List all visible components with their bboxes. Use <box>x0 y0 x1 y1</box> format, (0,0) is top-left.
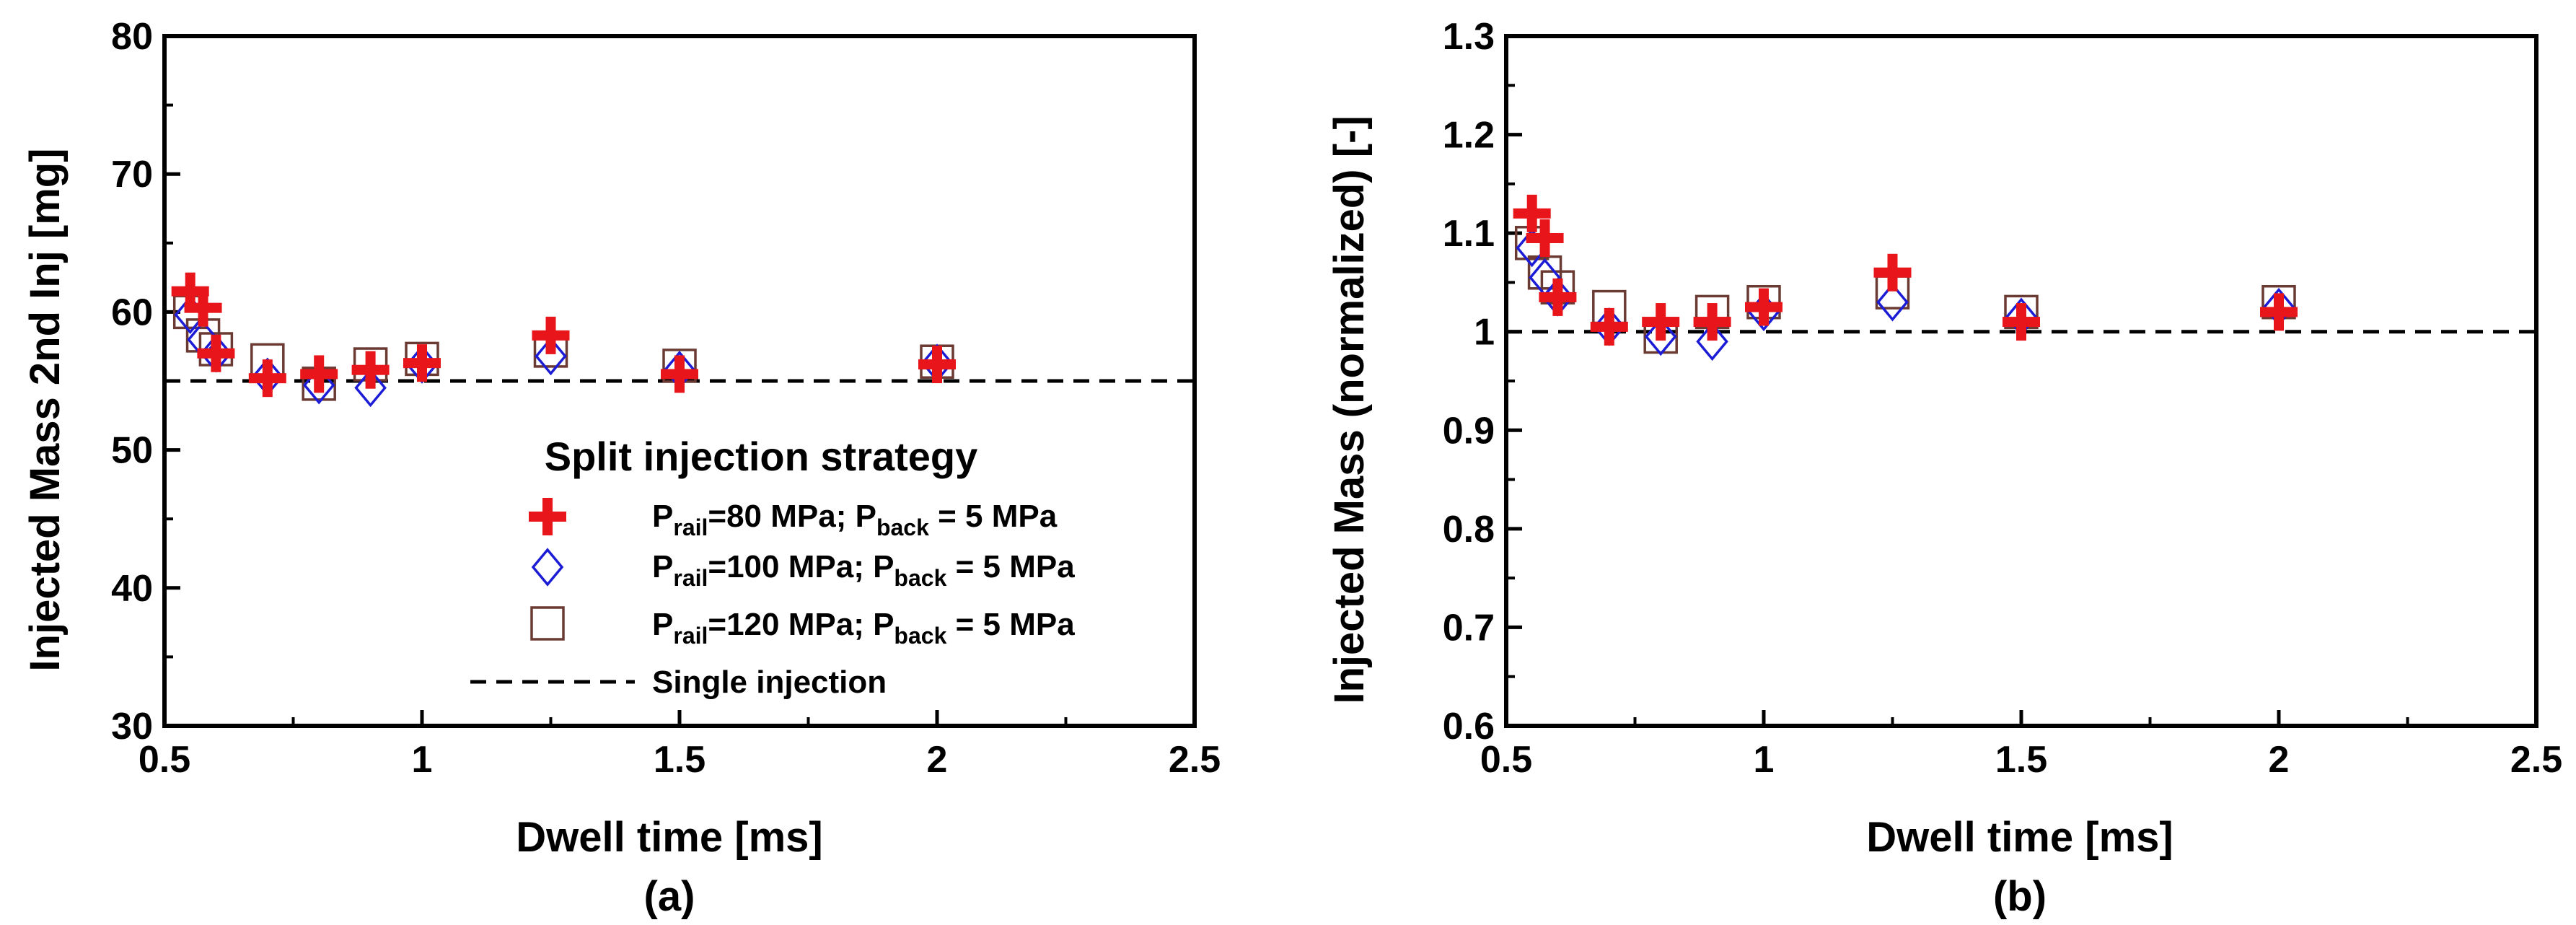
legend-diamond-marker <box>531 548 564 587</box>
marker-plus-80mpa <box>532 316 570 354</box>
data-marks-b <box>1513 194 2298 361</box>
legend-label-single: Single injection <box>652 665 887 700</box>
x-tick-label: 1 <box>412 739 433 781</box>
marker-plus-80mpa <box>1539 278 1577 316</box>
marker-plus-80mpa <box>1745 288 1782 326</box>
y-tick-label: 50 <box>111 430 153 472</box>
marker-diamond-100mpa <box>1876 283 1909 322</box>
marker-plus-80mpa <box>351 351 390 389</box>
x-axis-title-a: Dwell time [ms] <box>516 814 822 861</box>
marker-plus-80mpa <box>918 346 956 384</box>
y-tick-label: 1.2 <box>1443 115 1495 157</box>
y-tick-label: 1.3 <box>1443 16 1495 58</box>
x-tick-label: 0.5 <box>139 739 190 781</box>
marker-diamond-100mpa <box>1644 317 1677 356</box>
x-tick-label: 2 <box>2269 739 2290 781</box>
ticks-b: 0.5 1 1.5 2 2.5 0.6 0.7 0.8 0.9 1 1.1 1.2 1.3 <box>1443 16 2562 781</box>
marker-plus-80mpa <box>197 334 235 372</box>
marker-plus-80mpa <box>2003 303 2040 341</box>
legend-entry-120: Prail=120 MPa; Pback = 5 MPa <box>530 606 1075 649</box>
marker-plus-80mpa <box>248 359 286 398</box>
legend-entry-100: Prail=100 MPa; Pback = 5 MPa <box>531 548 1075 591</box>
legend-title: Split injection strategy <box>545 434 978 479</box>
marker-plus-80mpa <box>661 355 698 393</box>
x-tick-label: 1.5 <box>1995 739 2047 781</box>
y-tick-label: 0.6 <box>1443 706 1495 748</box>
legend-entry-single: Single injection <box>470 665 887 700</box>
plot-frame-b <box>1504 34 2538 728</box>
marker-plus-80mpa <box>1642 303 1680 341</box>
legend-label-100: Prail=100 MPa; Pback = 5 MPa <box>652 549 1075 591</box>
panel-label-b: (b) <box>1993 873 2047 920</box>
x-tick-label: 2.5 <box>1169 739 1221 781</box>
data-marks-a <box>171 272 956 408</box>
legend-entry-80: Prail=80 MPa; Pback = 5 MPa <box>529 498 1058 540</box>
x-tick-label: 1 <box>1754 739 1775 781</box>
y-tick-label: 1.1 <box>1443 213 1495 255</box>
marker-plus-80mpa <box>184 289 222 327</box>
marker-plus-80mpa <box>1526 219 1564 257</box>
x-tick-label: 2 <box>927 739 948 781</box>
marker-plus-80mpa <box>1590 307 1628 346</box>
y-tick-label: 80 <box>111 16 153 58</box>
y-tick-label: 0.9 <box>1443 410 1495 452</box>
panel-label-a: (a) <box>644 873 695 920</box>
marker-diamond-100mpa <box>535 336 567 376</box>
legend-label-120: Prail=120 MPa; Pback = 5 MPa <box>652 607 1075 649</box>
ticks-a: 0.5 1 1.5 2 2.5 30 40 50 60 70 80 <box>111 16 1221 781</box>
y-tick-label: 0.8 <box>1443 509 1495 551</box>
x-tick-label: 1.5 <box>654 739 705 781</box>
legend-label-80: Prail=80 MPa; Pback = 5 MPa <box>652 499 1058 540</box>
marker-plus-80mpa <box>300 355 338 393</box>
y-axis-title-b: Injected Mass (normalized) [-] <box>1326 115 1373 703</box>
y-axis-title-a: Injected Mass 2nd Inj [mg] <box>22 148 69 671</box>
marker-plus-80mpa <box>1513 194 1551 232</box>
y-tick-label: 0.7 <box>1443 607 1495 649</box>
chart-panel-a: Injected Mass 2nd Inj [mg] Dwell time [m… <box>22 16 1221 920</box>
x-tick-label: 2.5 <box>2510 739 2562 781</box>
marker-plus-80mpa <box>1873 253 1912 291</box>
legend-a: Split injection strategy Prail=80 MPa; P… <box>470 434 1075 700</box>
y-tick-label: 40 <box>111 568 153 610</box>
x-axis-title-b: Dwell time [ms] <box>1866 814 2173 861</box>
y-tick-label: 1 <box>1474 312 1495 354</box>
y-tick-label: 60 <box>111 291 153 333</box>
x-tick-label: 0.5 <box>1480 739 1532 781</box>
marker-diamond-100mpa <box>302 366 335 405</box>
marker-plus-80mpa <box>403 344 441 382</box>
plot-frame-a <box>162 34 1197 728</box>
marker-plus-80mpa <box>1693 303 1731 341</box>
marker-plus-80mpa <box>2260 293 2298 331</box>
y-tick-label: 70 <box>111 154 153 196</box>
y-tick-label: 30 <box>111 706 153 748</box>
legend-plus-marker <box>529 498 566 535</box>
marker-diamond-100mpa <box>1696 322 1728 361</box>
legend-square-marker <box>530 606 565 641</box>
chart-panel-b: Injected Mass (normalized) [-] Dwell tim… <box>1326 16 2562 920</box>
marker-diamond-100mpa <box>354 368 387 408</box>
